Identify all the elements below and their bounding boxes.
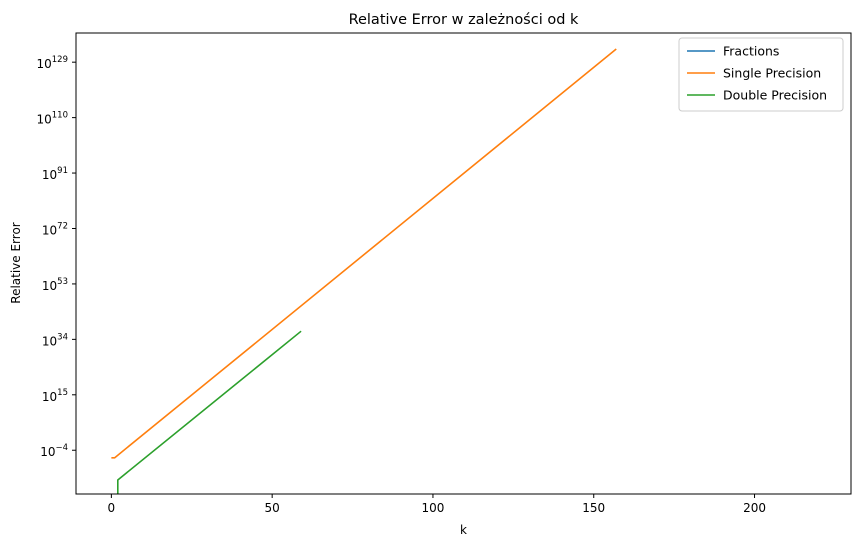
series-line-single-precision	[111, 48, 617, 459]
chart-title: Relative Error w zależności od k	[349, 12, 579, 28]
y-tick-label: 1072	[42, 221, 68, 237]
plot-frame	[75, 32, 852, 495]
legend-entry-label: Single Precision	[723, 66, 821, 81]
x-tick-label: 100	[421, 501, 444, 515]
x-tick-label: 150	[582, 501, 605, 515]
y-axis-label: Relative Error	[9, 222, 23, 304]
series-line-double-precision	[117, 330, 302, 494]
legend-frame	[678, 37, 844, 112]
y-tick-label: 1091	[42, 166, 68, 182]
y-tick-label: 10110	[36, 111, 68, 127]
y-tick-label: 10−4	[40, 443, 68, 459]
legend-entry-label: Fractions	[723, 44, 779, 59]
x-tick-label: 200	[743, 501, 766, 515]
y-tick-label: 1053	[42, 277, 68, 293]
x-tick-label: 0	[108, 501, 116, 515]
y-tick-label: 10129	[36, 55, 68, 71]
x-axis-label: k	[460, 523, 467, 537]
legend: Fractions Single Precision Double Precisio…	[678, 37, 844, 112]
x-tick-label: 50	[265, 501, 280, 515]
x-axis-ticks: 0 50 100 150 200	[108, 494, 766, 515]
series-layer	[111, 48, 617, 494]
legend-entry-label: Double Precision	[723, 88, 827, 103]
y-tick-label: 1034	[42, 332, 68, 348]
y-axis-ticks: 10−4 1015 1034 1053 1072 1091 10110 10129	[36, 55, 76, 459]
y-tick-label: 1015	[42, 388, 68, 404]
